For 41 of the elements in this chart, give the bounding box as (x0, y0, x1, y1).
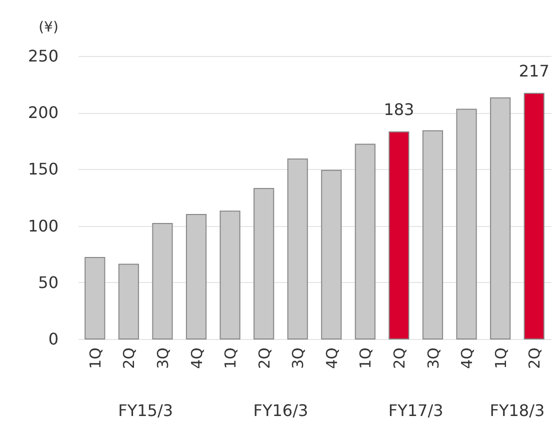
bar (287, 158, 308, 340)
bar (524, 92, 544, 340)
bar (422, 130, 444, 340)
text: FY15/3 (118, 401, 174, 420)
x-tick-label: 2Q (120, 348, 138, 369)
bar (152, 223, 173, 340)
text: FY17/3 (388, 401, 444, 420)
bar (456, 108, 477, 340)
x-tick-label: 3Q (424, 348, 442, 369)
x-tick-label: 4Q (188, 348, 206, 369)
x-tick-label: 3Q (289, 348, 308, 369)
bar (84, 256, 106, 340)
x-tick-label: 2Q (526, 348, 544, 369)
text: FY18/3 (490, 401, 545, 420)
x-tick-label: 3Q (154, 348, 172, 369)
x-tick-label: 2Q (390, 348, 408, 369)
y-tick-label: 100 (28, 216, 58, 236)
text: FY16/3 (253, 401, 308, 420)
y-tick-label: 150 (28, 160, 58, 179)
bar (388, 131, 410, 340)
x-tick-label: 1Q (492, 348, 510, 369)
x-tick-label: 1Q (356, 348, 375, 369)
data-label: 217 (518, 61, 550, 80)
bar (220, 210, 240, 340)
y-tick-label: 200 (28, 103, 58, 122)
bar (321, 170, 342, 340)
y-tick-label: 50 (38, 272, 58, 292)
y-tick-label: 250 (28, 46, 58, 66)
bar (490, 97, 511, 340)
x-tick-label: 4Q (322, 348, 341, 369)
x-tick-label: 2Q (255, 348, 274, 369)
x-tick-label: 1Q (222, 348, 240, 369)
bar (354, 144, 376, 340)
data-label: 183 (384, 100, 414, 119)
y-axis-title: (¥) (38, 20, 58, 36)
bar (118, 264, 139, 340)
x-tick-label: 1Q (86, 348, 104, 369)
y-tick-label: 0 (48, 330, 58, 348)
bar (254, 188, 274, 340)
x-tick-label: 4Q (458, 348, 476, 369)
bar (186, 214, 207, 340)
